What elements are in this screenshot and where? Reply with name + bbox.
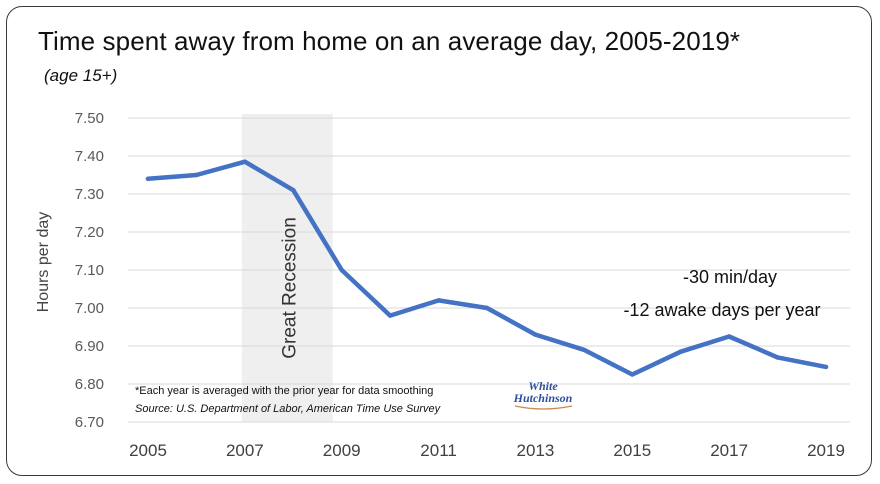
data-point — [823, 364, 829, 370]
logo-text-line1: White — [528, 379, 558, 393]
x-tick-label: 2007 — [226, 441, 264, 460]
data-point — [775, 355, 780, 360]
recession-label: Great Recession — [279, 217, 300, 359]
x-tick-label: 2019 — [807, 441, 845, 460]
source-note: Source: U.S. Department of Labor, Americ… — [135, 403, 442, 415]
data-point — [339, 267, 344, 273]
data-point — [726, 334, 732, 339]
y-tick-label: 7.40 — [75, 148, 104, 165]
data-point — [630, 372, 635, 377]
y-tick-label: 7.30 — [75, 186, 104, 203]
x-tick-label: 2013 — [517, 441, 555, 460]
y-tick-label: 6.80 — [75, 376, 104, 393]
data-point — [581, 347, 587, 352]
chart-frame — [6, 6, 872, 476]
y-tick-label: 7.10 — [75, 262, 104, 279]
logo-text-line2: Hutchinson — [513, 391, 573, 405]
footnote: *Each year is averaged with the prior ye… — [135, 385, 433, 397]
x-tick-label: 2009 — [323, 441, 361, 460]
annotation-days: -12 awake days per year — [623, 300, 820, 320]
x-tick-label: 2015 — [613, 441, 651, 460]
y-axis-label: Hours per day — [35, 212, 52, 313]
chart-title: Time spent away from home on an average … — [38, 26, 741, 56]
data-point — [484, 305, 490, 311]
recession-shaded-region — [241, 114, 333, 422]
y-tick-label: 6.70 — [75, 414, 104, 431]
x-tick-label: 2005 — [129, 441, 167, 460]
y-tick-label: 7.00 — [75, 300, 104, 317]
data-point — [291, 188, 296, 193]
x-tick-label: 2011 — [420, 441, 457, 460]
data-point — [242, 159, 248, 164]
logo-swoosh — [514, 405, 573, 410]
data-point — [145, 176, 151, 181]
data-point — [533, 332, 538, 337]
y-tick-label: 6.90 — [75, 338, 104, 355]
data-point — [678, 349, 683, 354]
data-point — [436, 298, 441, 303]
chart-subtitle: (age 15+) — [44, 66, 118, 85]
x-tick-label: 2017 — [710, 441, 748, 460]
data-point — [194, 172, 199, 178]
data-point — [387, 313, 393, 318]
y-tick-label: 7.20 — [75, 224, 104, 241]
annotation-minutes: -30 min/day — [683, 267, 777, 287]
y-tick-label: 7.50 — [75, 110, 104, 127]
